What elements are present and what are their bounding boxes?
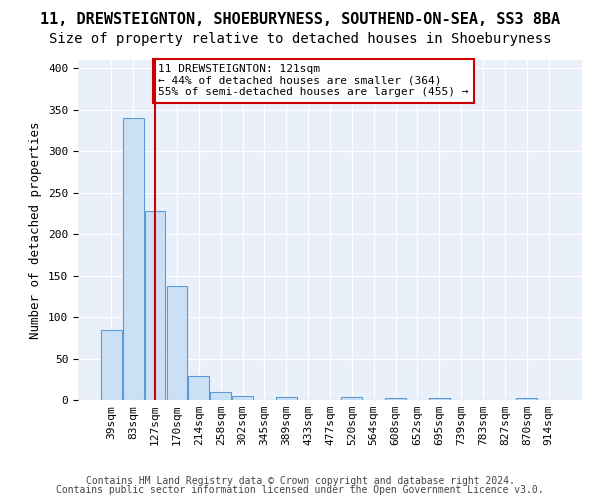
Bar xyxy=(188,376,209,400)
Bar xyxy=(101,330,122,400)
Bar xyxy=(210,392,231,400)
Y-axis label: Number of detached properties: Number of detached properties xyxy=(29,121,43,339)
Text: 11, DREWSTEIGNTON, SHOEBURYNESS, SOUTHEND-ON-SEA, SS3 8BA: 11, DREWSTEIGNTON, SHOEBURYNESS, SOUTHEN… xyxy=(40,12,560,28)
Bar xyxy=(429,398,450,400)
Text: 11 DREWSTEIGNTON: 121sqm
← 44% of detached houses are smaller (364)
55% of semi-: 11 DREWSTEIGNTON: 121sqm ← 44% of detach… xyxy=(158,64,469,98)
Bar xyxy=(123,118,143,400)
Bar xyxy=(145,211,166,400)
Text: Contains HM Land Registry data © Crown copyright and database right 2024.: Contains HM Land Registry data © Crown c… xyxy=(86,476,514,486)
Bar xyxy=(341,396,362,400)
Bar xyxy=(232,396,253,400)
Bar xyxy=(276,396,296,400)
Text: Size of property relative to detached houses in Shoeburyness: Size of property relative to detached ho… xyxy=(49,32,551,46)
Text: Contains public sector information licensed under the Open Government Licence v3: Contains public sector information licen… xyxy=(56,485,544,495)
Bar xyxy=(167,286,187,400)
Bar xyxy=(517,398,537,400)
Bar xyxy=(385,398,406,400)
